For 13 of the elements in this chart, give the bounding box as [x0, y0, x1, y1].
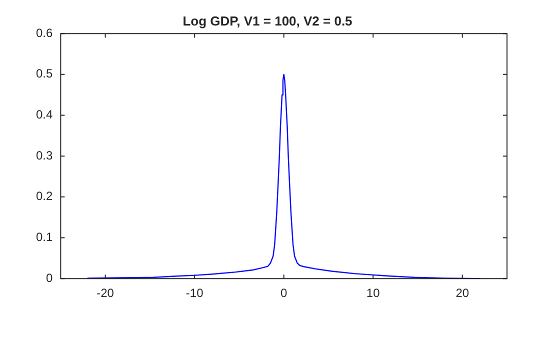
x-tick-label: 20	[456, 286, 470, 300]
y-tick-label: 0	[46, 270, 53, 285]
y-tick-label: 0.6	[36, 26, 53, 40]
x-tick-label: 0	[280, 286, 288, 300]
chart-title: Log GDP, V1 = 100, V2 = 0.5	[182, 13, 352, 28]
x-tick-label: -20	[96, 286, 114, 300]
y-tick-label: 0.4	[36, 108, 53, 122]
x-tick-label: 10	[366, 286, 380, 300]
x-tick-label: -10	[186, 286, 204, 300]
y-tick-label: 0.3	[36, 148, 53, 162]
y-tick-label: 0.2	[36, 189, 53, 204]
y-tick-label: 0.5	[36, 66, 53, 81]
y-tick-label: 0.1	[36, 230, 53, 244]
